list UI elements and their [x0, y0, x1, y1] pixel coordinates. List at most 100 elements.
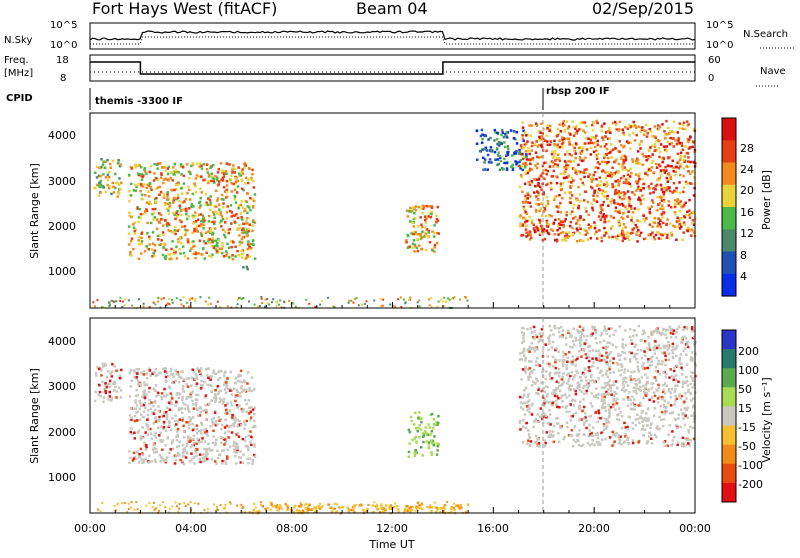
- velocity-cell: [568, 410, 571, 413]
- power-cell: [212, 240, 215, 243]
- velocity-cell: [655, 366, 658, 369]
- velocity-cell: [230, 425, 233, 428]
- velocity-cell: [147, 424, 150, 427]
- velocity-cell: [545, 343, 548, 346]
- power-cell: [203, 179, 206, 182]
- velocity-cell: [642, 385, 645, 388]
- power-cell: [592, 178, 595, 181]
- power-cell: [510, 129, 513, 132]
- power-cell: [178, 241, 181, 244]
- velocity-cell: [617, 353, 620, 356]
- power-cell: [578, 224, 581, 227]
- power-cell: [139, 208, 142, 211]
- power-near-range-cell: [115, 300, 117, 302]
- power-cell: [654, 125, 657, 128]
- velocity-cell: [154, 459, 157, 462]
- velocity-cell: [561, 383, 564, 386]
- velocity-cell: [663, 418, 666, 421]
- velocity-cell: [251, 390, 254, 393]
- power-cell: [425, 222, 428, 225]
- velocity-cell: [436, 424, 439, 427]
- velocity-cell: [608, 412, 611, 415]
- velocity-cell: [646, 376, 649, 379]
- velocity-cell: [417, 417, 420, 420]
- power-cell: [153, 179, 156, 182]
- power-cell: [479, 150, 482, 153]
- velocity-cell: [548, 401, 551, 404]
- power-cell: [615, 128, 618, 131]
- power-near-range-cell: [445, 300, 447, 302]
- velocity-near-range-cell: [154, 508, 156, 510]
- power-cell: [481, 138, 484, 141]
- velocity-cell: [147, 428, 150, 431]
- velocity-near-range-cell: [159, 504, 161, 506]
- velocity-cell: [578, 350, 581, 353]
- velocity-cell: [547, 355, 550, 358]
- power-cell: [565, 177, 568, 180]
- velocity-cell: [592, 332, 595, 335]
- velocity-cell: [103, 397, 106, 400]
- velocity-cell: [548, 339, 551, 342]
- power-cell: [566, 233, 569, 236]
- velocity-cell: [660, 405, 663, 408]
- power-cell: [645, 124, 648, 127]
- power-cell: [140, 183, 143, 186]
- velocity-cell: [583, 406, 586, 409]
- velocity-cell: [549, 423, 552, 426]
- velocity-cell: [685, 397, 688, 400]
- velocity-cell: [532, 426, 535, 429]
- power-cell: [614, 210, 617, 213]
- power-cell: [138, 239, 141, 242]
- velocity-cell: [676, 328, 679, 331]
- power-cell: [624, 206, 627, 209]
- power-cell: [546, 229, 549, 232]
- power-cell: [656, 196, 659, 199]
- velocity-cell: [580, 445, 583, 448]
- power-cell: [624, 226, 627, 229]
- velocity-cell: [153, 444, 156, 447]
- velocity-cell: [591, 357, 594, 360]
- velocity-cell: [618, 438, 621, 441]
- power-cell: [541, 202, 544, 205]
- velocity-cell: [133, 369, 136, 372]
- power-cell: [216, 242, 219, 245]
- velocity-cell: [196, 367, 199, 370]
- power-cell: [128, 212, 131, 215]
- velocity-cell: [633, 398, 636, 401]
- power-cell: [200, 165, 203, 168]
- power-cell: [557, 211, 560, 214]
- velocity-cell: [214, 401, 217, 404]
- power-cell: [220, 162, 223, 165]
- power-cell: [237, 217, 240, 220]
- power-cell: [615, 189, 618, 192]
- power-cell: [595, 135, 598, 138]
- velocity-cell: [352, 509, 355, 512]
- velocity-near-range-cell: [415, 506, 417, 508]
- velocity-cell: [549, 372, 552, 375]
- velocity-cell: [630, 339, 633, 342]
- velocity-cell: [197, 438, 200, 441]
- power-cell: [630, 208, 633, 211]
- power-cell: [554, 239, 557, 242]
- velocity-cell: [191, 377, 194, 380]
- velocity-cell: [636, 414, 639, 417]
- velocity-near-range-cell: [240, 504, 242, 506]
- velocity-cell: [588, 384, 591, 387]
- velocity-cell: [651, 387, 654, 390]
- velocity-cell: [104, 388, 107, 391]
- power-cell: [249, 243, 252, 246]
- velocity-cell: [627, 442, 630, 445]
- velocity-cell: [623, 422, 626, 425]
- power-cell: [230, 204, 233, 207]
- power-cell: [207, 171, 210, 174]
- power-cell: [528, 181, 531, 184]
- power-near-range-cell: [348, 300, 350, 302]
- power-cell: [563, 177, 566, 180]
- velocity-cell: [596, 441, 599, 444]
- power-near-range-cell: [418, 299, 420, 301]
- power-cell: [128, 225, 130, 228]
- velocity-cell: [214, 460, 217, 463]
- power-cell: [493, 139, 496, 142]
- power-near-range-cell: [154, 303, 156, 305]
- velocity-cell: [605, 373, 608, 376]
